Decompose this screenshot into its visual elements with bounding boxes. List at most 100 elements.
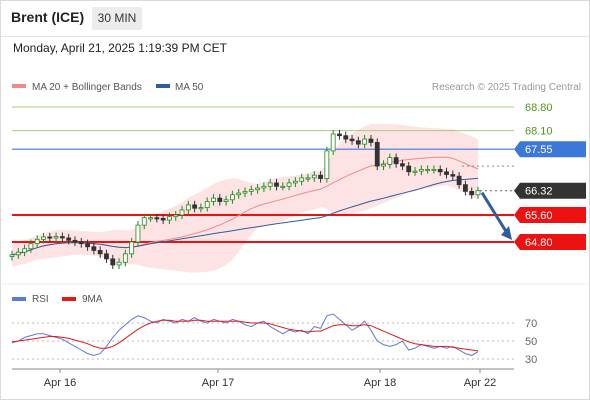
candle-body (311, 174, 317, 179)
candle-body (116, 261, 122, 266)
legend-ma50-label: MA 50 (175, 82, 204, 93)
support-badge (514, 207, 586, 223)
x-axis-label: Apr 16 (44, 377, 76, 389)
candle-body (9, 254, 15, 257)
rsi-tick-label: 70 (525, 318, 537, 330)
candle-body (381, 163, 386, 167)
x-axis-label: Apr 22 (464, 377, 496, 389)
candle-body (85, 243, 90, 248)
candle-body (66, 237, 72, 241)
candle-body (318, 174, 323, 179)
resistance-label: 68.80 (525, 102, 553, 114)
candle-body (286, 182, 292, 187)
candle-body (343, 135, 349, 140)
candle-body (274, 182, 279, 187)
candle-body (437, 169, 443, 173)
candle-body (330, 133, 336, 152)
candle-body (122, 253, 128, 263)
candle-body (456, 175, 462, 186)
candle-body (475, 190, 481, 196)
rsi-line (11, 313, 479, 356)
candle-body (374, 142, 380, 167)
candle-body (185, 204, 191, 211)
candle-body (223, 199, 229, 202)
candle-body (248, 189, 254, 192)
rsi-ma-line (11, 319, 479, 352)
chart-header: Brent (ICE) 30 MIN (0, 0, 590, 37)
support-label: 64.80 (525, 237, 553, 249)
candle-body (97, 250, 103, 255)
candle-body (141, 217, 147, 226)
candle-body (255, 187, 260, 191)
candle-body (406, 165, 412, 173)
candle-body (22, 248, 27, 253)
last-price-label: 66.32 (525, 186, 553, 198)
timeframe-button[interactable]: 30 MIN (92, 7, 142, 30)
rsi-panel: 70 50 30 (11, 313, 537, 366)
legend-9ma-swatch (62, 297, 76, 301)
candle-body (387, 157, 393, 165)
candle-body (261, 185, 267, 189)
legend-ma20-swatch (12, 84, 26, 88)
legend-9ma-label: 9MA (82, 294, 103, 305)
instrument-title: Brent (ICE) (11, 9, 85, 25)
candle-body (135, 224, 141, 243)
candle-body (198, 207, 204, 210)
legend-rsi-label: RSI (32, 294, 49, 305)
candle-body (211, 197, 216, 202)
candle-body (393, 157, 399, 165)
candle-body (47, 236, 53, 239)
candle-body (59, 236, 65, 239)
rsi-tick-label: 30 (525, 354, 537, 366)
candle-body (28, 243, 34, 250)
level-badges: 68.80 68.10 67.55 66.32 65.60 64.80 (514, 102, 586, 250)
candle-body (444, 171, 449, 175)
candle-body (400, 163, 405, 167)
candle-body (292, 180, 298, 184)
candle-body (469, 190, 475, 196)
candle-body (179, 209, 185, 216)
pivot-label: 67.55 (525, 144, 553, 156)
legend-ma50-swatch (156, 84, 170, 88)
candle-body (173, 214, 179, 218)
candles (9, 129, 481, 269)
candle-body (104, 253, 109, 260)
candle-body (41, 236, 46, 240)
candle-body (34, 238, 40, 245)
forecast-arrow-shaft (480, 191, 509, 234)
candle-body (110, 258, 116, 266)
last-price-badge (514, 182, 586, 199)
candle-body (217, 197, 223, 202)
bollinger-bands (12, 123, 478, 273)
candle-body (129, 241, 135, 255)
legend-rsi-swatch (12, 297, 26, 301)
pivot-badge (514, 141, 586, 158)
bollinger-band-area (12, 123, 478, 273)
support-label: 65.60 (525, 210, 553, 222)
candle-body (160, 217, 166, 221)
rsi-tick-label: 50 (525, 336, 537, 348)
forecast-arrow-head (501, 226, 512, 240)
candle-body (431, 169, 437, 172)
legend-ma20-label: MA 20 + Bollinger Bands (32, 82, 142, 93)
candle-body (72, 239, 78, 243)
candle-body (91, 246, 97, 251)
credit-label: Research © 2025 Trading Central (432, 82, 581, 93)
candle-body (362, 138, 368, 145)
candle-body (267, 182, 273, 187)
candle-body (78, 241, 84, 245)
datetime-label: Monday, April 21, 2025 1:19:39 PM CET (13, 41, 227, 55)
candle-body (53, 236, 59, 239)
candle-body (324, 150, 330, 179)
candle-body (230, 194, 235, 201)
candle-body (368, 138, 374, 143)
candle-body (148, 217, 153, 220)
candle-body (280, 185, 286, 188)
candle-body (299, 177, 305, 182)
x-axis-label: Apr 17 (202, 377, 234, 389)
candle-body (425, 169, 431, 172)
candle-body (236, 192, 242, 196)
candle-body (15, 251, 21, 256)
candle-body (305, 177, 311, 180)
